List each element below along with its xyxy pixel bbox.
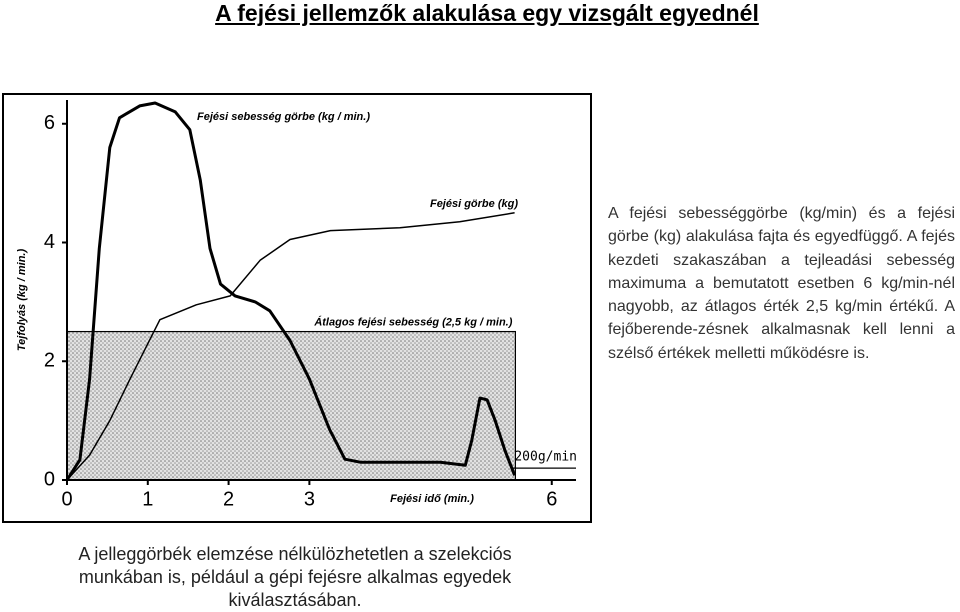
description: A fejési sebességgörbe (kg/min) és a fej… [608,205,955,362]
series-label: Fejési görbe (kg) [430,198,518,210]
y-tick-label: 0 [44,468,55,490]
series-line [66,212,515,481]
chart: Tejfolyás (kg / min.) Fejési idő (min.) … [2,93,592,523]
y-axis-label: Tejfolyás (kg / min.) [16,249,28,352]
x-tick-label: 1 [142,488,153,510]
x-axis-label: Fejési idő (min.) [390,493,474,505]
series-line [65,101,516,481]
x-tick-label: 2 [223,488,234,510]
x-tick-label: 0 [61,488,72,510]
y-tick-label: 2 [44,350,55,372]
average-area [66,330,517,481]
x-tick-label: 6 [546,488,557,510]
reference-label: 200g/min [514,450,577,465]
slide-title: A fejési jellemzők alakulása egy vizsgál… [215,0,759,26]
reference-label: Átlagos fejési sebesség (2,5 kg / min.) [313,315,512,328]
y-tick-label: 4 [44,231,55,253]
y-tick-label: 6 [44,112,55,134]
caption: A jelleggörbék elemzése nélkülözhetetlen… [78,544,512,610]
x-tick-label: 3 [304,488,315,510]
series-label: Fejési sebesség görbe (kg / min.) [197,111,370,123]
